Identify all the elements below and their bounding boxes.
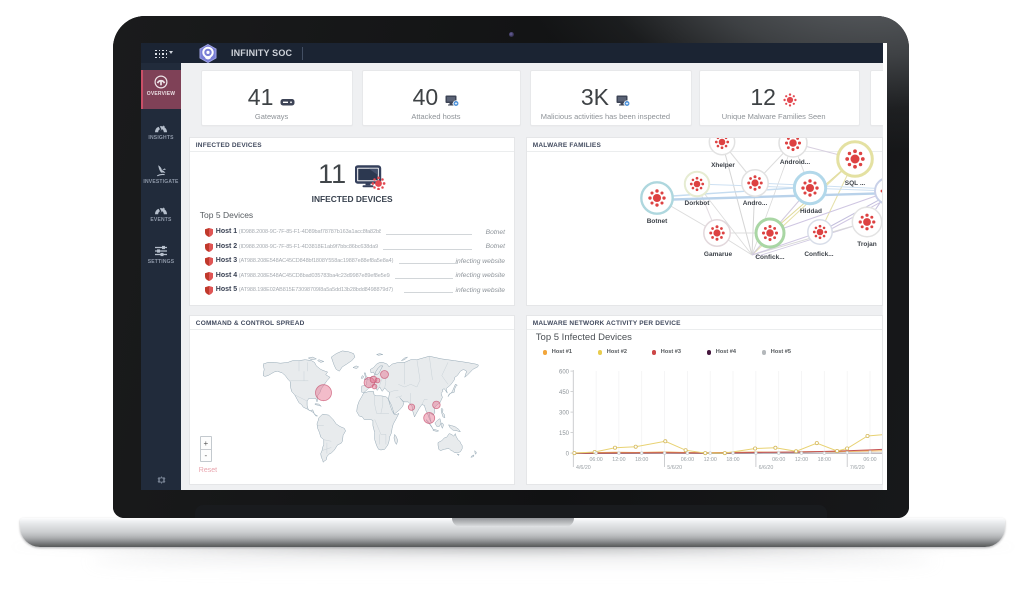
svg-text:150: 150: [559, 431, 570, 437]
svg-text:Gamarue: Gamarue: [704, 251, 733, 258]
svg-text:12:00: 12:00: [703, 457, 716, 463]
svg-text:12:00: 12:00: [795, 457, 808, 463]
svg-text:Confick...: Confick...: [755, 254, 784, 261]
svg-text:Andro...: Andro...: [743, 200, 768, 207]
svg-text:18:00: 18:00: [635, 457, 648, 463]
svg-text:Android...: Android...: [780, 159, 811, 166]
svg-text:7/6/20: 7/6/20: [850, 465, 865, 471]
svg-text:Xhelper: Xhelper: [711, 162, 735, 169]
svg-text:06:00: 06:00: [772, 457, 785, 463]
svg-text:300: 300: [559, 411, 570, 417]
svg-text:Dorkbot: Dorkbot: [684, 200, 710, 207]
svg-text:600: 600: [559, 370, 570, 376]
svg-text:Botnet: Botnet: [647, 218, 668, 225]
svg-text:Hiddad: Hiddad: [800, 208, 822, 215]
svg-text:450: 450: [559, 390, 570, 396]
svg-text:Trojan: Trojan: [857, 241, 877, 248]
svg-text:18:00: 18:00: [726, 457, 739, 463]
svg-text:Confick...: Confick...: [804, 251, 833, 258]
svg-text:06:00: 06:00: [589, 457, 602, 463]
svg-text:06:00: 06:00: [863, 457, 876, 463]
svg-text:06:00: 06:00: [681, 457, 694, 463]
svg-text:6/6/20: 6/6/20: [758, 465, 773, 471]
svg-text:18:00: 18:00: [817, 457, 830, 463]
svg-text:5/6/20: 5/6/20: [667, 465, 682, 471]
svg-text:0: 0: [565, 452, 569, 458]
svg-text:SQL ...: SQL ...: [845, 180, 866, 187]
svg-text:12:00: 12:00: [612, 457, 625, 463]
svg-text:4/6/20: 4/6/20: [576, 465, 591, 471]
